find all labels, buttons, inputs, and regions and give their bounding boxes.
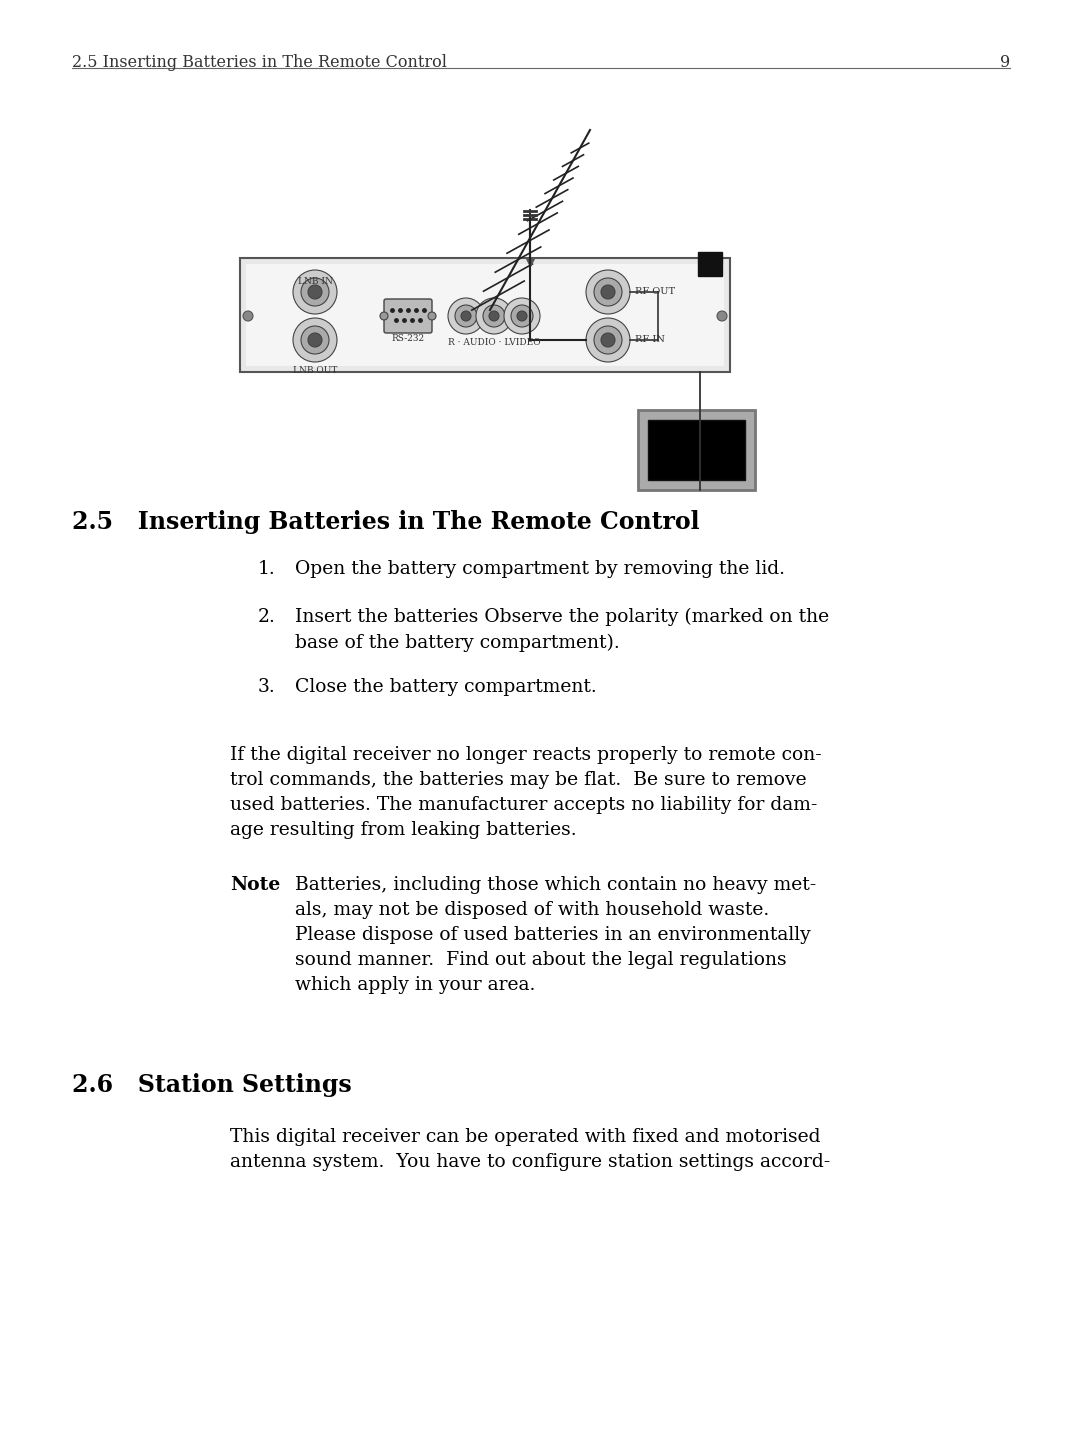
Text: age resulting from leaking batteries.: age resulting from leaking batteries. xyxy=(230,822,577,839)
Text: sound manner.  Find out about the legal regulations: sound manner. Find out about the legal r… xyxy=(295,951,786,968)
Text: used batteries. The manufacturer accepts no liability for dam-: used batteries. The manufacturer accepts… xyxy=(230,796,818,814)
Text: 1.: 1. xyxy=(258,560,275,578)
Circle shape xyxy=(293,271,337,314)
FancyBboxPatch shape xyxy=(246,263,724,366)
Circle shape xyxy=(511,305,534,327)
FancyBboxPatch shape xyxy=(384,299,432,332)
Circle shape xyxy=(717,311,727,321)
Text: which apply in your area.: which apply in your area. xyxy=(295,976,536,994)
Circle shape xyxy=(380,312,388,319)
Circle shape xyxy=(504,298,540,334)
Circle shape xyxy=(600,332,615,347)
Text: 2.: 2. xyxy=(258,609,275,626)
Text: 9: 9 xyxy=(1000,55,1010,71)
Text: Batteries, including those which contain no heavy met-: Batteries, including those which contain… xyxy=(295,876,816,894)
Circle shape xyxy=(293,318,337,363)
Text: RS-232: RS-232 xyxy=(391,334,424,342)
Circle shape xyxy=(594,327,622,354)
Circle shape xyxy=(308,332,322,347)
Text: RF OUT: RF OUT xyxy=(635,286,675,296)
Circle shape xyxy=(483,305,505,327)
Circle shape xyxy=(428,312,436,319)
Circle shape xyxy=(586,318,630,363)
Circle shape xyxy=(455,305,477,327)
Circle shape xyxy=(489,311,499,321)
Text: LNB IN: LNB IN xyxy=(298,276,333,286)
Circle shape xyxy=(461,311,471,321)
Circle shape xyxy=(448,298,484,334)
Text: Note: Note xyxy=(230,876,280,894)
Text: 3.: 3. xyxy=(258,678,275,696)
FancyBboxPatch shape xyxy=(648,420,745,481)
Circle shape xyxy=(517,311,527,321)
Text: This digital receiver can be operated with fixed and motorised: This digital receiver can be operated wi… xyxy=(230,1128,821,1145)
Circle shape xyxy=(301,327,329,354)
FancyBboxPatch shape xyxy=(638,410,755,491)
FancyBboxPatch shape xyxy=(698,252,723,276)
Circle shape xyxy=(586,271,630,314)
Text: antenna system.  You have to configure station settings accord-: antenna system. You have to configure st… xyxy=(230,1153,831,1171)
Text: LNB OUT: LNB OUT xyxy=(293,366,337,376)
Text: Close the battery compartment.: Close the battery compartment. xyxy=(295,678,597,696)
Circle shape xyxy=(301,278,329,307)
Text: Insert the batteries Observe the polarity (marked on the: Insert the batteries Observe the polarit… xyxy=(295,609,829,626)
Circle shape xyxy=(243,311,253,321)
Text: base of the battery compartment).: base of the battery compartment). xyxy=(295,635,620,652)
Text: als, may not be disposed of with household waste.: als, may not be disposed of with househo… xyxy=(295,901,769,920)
FancyBboxPatch shape xyxy=(240,258,730,373)
Text: RF IN: RF IN xyxy=(635,335,665,344)
Text: Please dispose of used batteries in an environmentally: Please dispose of used batteries in an e… xyxy=(295,927,811,944)
Text: 2.6   Station Settings: 2.6 Station Settings xyxy=(72,1073,352,1097)
Circle shape xyxy=(594,278,622,307)
Text: 2.5 Inserting Batteries in The Remote Control: 2.5 Inserting Batteries in The Remote Co… xyxy=(72,55,447,71)
Text: If the digital receiver no longer reacts properly to remote con-: If the digital receiver no longer reacts… xyxy=(230,745,822,764)
Text: 2.5   Inserting Batteries in The Remote Control: 2.5 Inserting Batteries in The Remote Co… xyxy=(72,509,700,534)
Circle shape xyxy=(476,298,512,334)
Text: trol commands, the batteries may be flat.  Be sure to remove: trol commands, the batteries may be flat… xyxy=(230,771,807,789)
Text: Open the battery compartment by removing the lid.: Open the battery compartment by removing… xyxy=(295,560,785,578)
Circle shape xyxy=(600,285,615,299)
Circle shape xyxy=(308,285,322,299)
Text: R · AUDIO · LVIDEO: R · AUDIO · LVIDEO xyxy=(448,338,540,347)
